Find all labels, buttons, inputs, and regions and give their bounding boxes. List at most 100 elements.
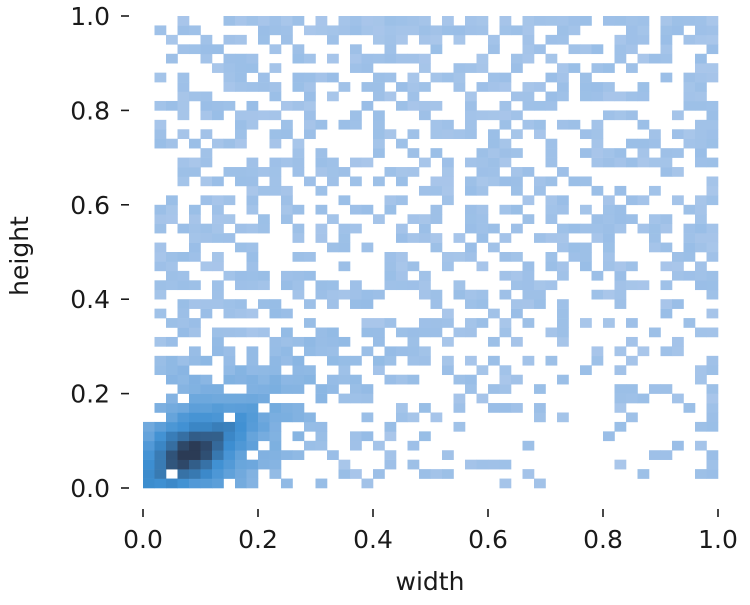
histogram-bin xyxy=(465,252,477,262)
histogram-bin xyxy=(315,16,328,26)
histogram-bin xyxy=(338,355,351,366)
histogram-bin xyxy=(154,138,167,149)
histogram-bin xyxy=(189,214,201,224)
histogram-bin xyxy=(488,110,500,121)
histogram-bin xyxy=(614,16,627,26)
histogram-bin xyxy=(269,459,282,470)
histogram-bin xyxy=(396,195,408,206)
histogram-bin xyxy=(534,129,546,140)
histogram-bin xyxy=(154,204,167,215)
histogram-bin xyxy=(660,148,673,158)
histogram-bin xyxy=(499,270,512,281)
histogram-bin xyxy=(396,346,408,357)
histogram-bin xyxy=(603,204,615,215)
histogram-bin xyxy=(706,270,719,281)
histogram-bin xyxy=(511,129,523,140)
histogram-bin xyxy=(522,53,535,64)
histogram-bin xyxy=(246,478,259,489)
histogram-bin xyxy=(534,233,546,243)
histogram-bin xyxy=(235,34,247,45)
histogram-bin xyxy=(695,53,707,64)
histogram-bin xyxy=(177,478,190,489)
histogram-bin xyxy=(177,16,190,26)
histogram-bin xyxy=(189,478,201,489)
histogram-bin xyxy=(189,355,201,366)
histogram-bin xyxy=(614,299,627,309)
histogram-bin xyxy=(246,459,259,470)
histogram-bin xyxy=(568,223,581,234)
histogram-bin xyxy=(545,233,558,243)
histogram-bin xyxy=(212,100,224,111)
histogram-bin xyxy=(511,25,523,36)
histogram-bin xyxy=(166,34,178,45)
histogram-bin xyxy=(327,289,339,300)
histogram-bin xyxy=(695,214,707,224)
histogram-bin xyxy=(154,336,167,347)
histogram-bin xyxy=(396,100,408,111)
histogram-bin xyxy=(292,204,305,215)
histogram-bin xyxy=(683,16,696,26)
histogram-bin xyxy=(614,185,627,196)
histogram-bin xyxy=(453,421,466,432)
histogram-bin xyxy=(557,16,569,26)
histogram-bin xyxy=(154,308,167,319)
histogram-bin xyxy=(419,403,431,413)
histogram-bin xyxy=(557,261,569,272)
histogram-bin xyxy=(361,327,374,338)
histogram-bin xyxy=(396,82,408,92)
histogram-bin xyxy=(384,16,397,26)
histogram-bin xyxy=(200,440,213,451)
histogram-bin xyxy=(304,421,316,432)
histogram-bin xyxy=(154,261,167,272)
histogram-bin xyxy=(591,289,604,300)
histogram-bin xyxy=(258,393,270,404)
histogram-bin xyxy=(292,167,305,177)
histogram-bin xyxy=(407,261,420,272)
histogram-bin xyxy=(614,204,627,215)
histogram-bin xyxy=(189,252,201,262)
histogram-bin xyxy=(660,223,673,234)
histogram-bin xyxy=(407,129,420,140)
histogram-bin xyxy=(626,355,638,366)
histogram-bin xyxy=(706,289,719,300)
histogram-bin xyxy=(269,185,282,196)
histogram-bin xyxy=(154,223,167,234)
histogram-bin xyxy=(672,25,684,36)
histogram-bin xyxy=(430,185,443,196)
histogram-bin xyxy=(683,204,696,215)
histogram-bin xyxy=(258,384,270,394)
histogram-bin xyxy=(695,365,707,376)
histogram-bin xyxy=(603,431,615,442)
histogram-bin xyxy=(660,72,673,83)
histogram-bin xyxy=(603,63,615,73)
histogram-bin xyxy=(154,440,167,451)
histogram-bin xyxy=(304,412,316,423)
histogram-bin xyxy=(522,25,535,36)
histogram-bin xyxy=(269,336,282,347)
histogram-bin xyxy=(246,365,259,376)
histogram-bin xyxy=(292,289,305,300)
histogram-bin xyxy=(522,34,535,45)
histogram-bin xyxy=(200,100,213,111)
histogram-bin xyxy=(189,167,201,177)
histogram-bin xyxy=(177,167,190,177)
histogram-bin xyxy=(281,214,293,224)
histogram-bin xyxy=(373,355,385,366)
histogram-bin xyxy=(361,63,374,73)
histogram-bin xyxy=(177,25,190,36)
histogram-bin xyxy=(419,327,431,338)
x-tick-label: 1.0 xyxy=(698,525,738,554)
histogram-bin xyxy=(269,450,282,460)
histogram-bin xyxy=(269,384,282,394)
histogram-bin xyxy=(154,450,167,460)
histogram-bin xyxy=(488,138,500,149)
histogram-bin xyxy=(488,167,500,177)
histogram-bin xyxy=(637,25,650,36)
histogram-bin xyxy=(499,16,512,26)
histogram-bin xyxy=(465,63,477,73)
histogram-bin xyxy=(534,82,546,92)
histogram-bin xyxy=(235,119,247,130)
histogram-bin xyxy=(614,44,627,55)
histogram-bin xyxy=(292,384,305,394)
histogram-bin xyxy=(637,346,650,357)
